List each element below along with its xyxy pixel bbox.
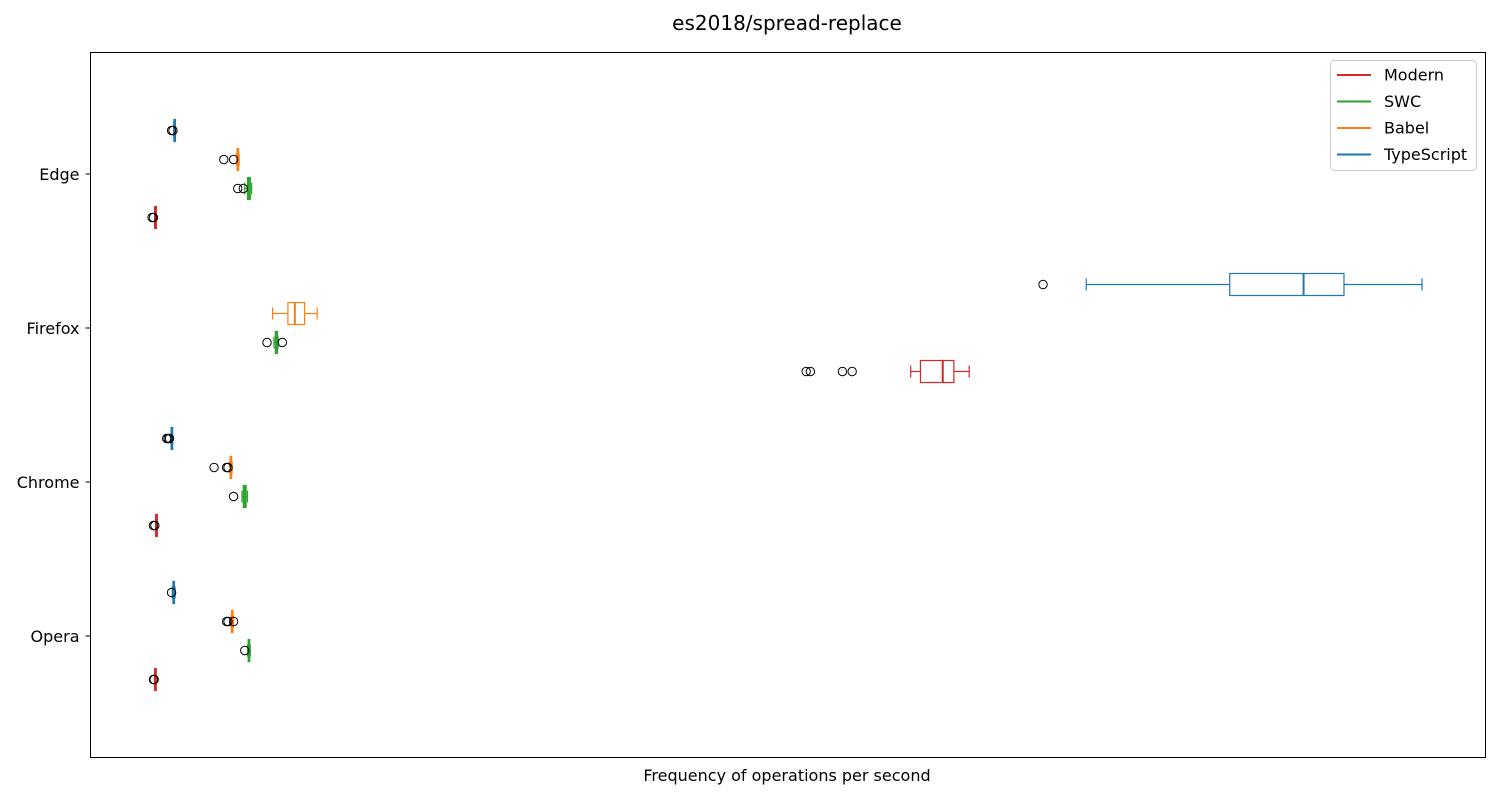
box-babel-opera (221, 609, 239, 634)
legend-label-swc: SWC (1384, 92, 1421, 111)
box-babel-chrome (209, 455, 233, 480)
outlier-point (847, 366, 857, 377)
outlier-point (801, 366, 811, 377)
legend-label-babel: Babel (1384, 119, 1429, 138)
boxes-layer (147, 118, 1423, 692)
legend: Modern SWC Babel TypeScript (1330, 60, 1477, 171)
chart-title: es2018/spread-replace (672, 11, 902, 35)
outlier-point (228, 616, 239, 627)
box-typescript-chrome (162, 426, 175, 451)
y-tick-label: Edge (39, 165, 79, 184)
box-babel-firefox (271, 301, 318, 326)
box-modern-chrome (148, 513, 160, 538)
outlier-point (223, 616, 233, 627)
y-tick-label: Firefox (27, 319, 80, 338)
outlier-point (228, 154, 239, 165)
box-babel-edge (219, 147, 240, 172)
outlier-point (233, 183, 243, 194)
y-axis-ticks: Edge Firefox Chrome Opera (17, 165, 91, 646)
outlier-point (238, 183, 249, 194)
outlier-point (149, 674, 159, 685)
legend-frame (1330, 60, 1477, 171)
legend-label-typescript: TypeScript (1383, 145, 1467, 164)
box-typescript-edge (166, 118, 178, 143)
box-swc-edge (233, 176, 253, 201)
box-iqr (919, 359, 955, 384)
outlier-point (166, 587, 177, 598)
box-swc-opera (240, 638, 251, 663)
outlier-point (1038, 279, 1048, 290)
outlier-point (168, 125, 178, 136)
plot-area (90, 52, 1486, 758)
box-modern-firefox (801, 359, 970, 384)
outlier-point (837, 366, 848, 377)
outlier-point (148, 212, 159, 223)
box-swc-firefox (262, 330, 288, 355)
outlier-point (164, 433, 175, 444)
outlier-point (262, 337, 272, 348)
outlier-point (277, 337, 288, 348)
box-modern-edge (147, 205, 159, 230)
x-axis-label: Frequency of operations per second (643, 766, 930, 785)
outlier-point (228, 491, 239, 502)
outlier-point (805, 366, 816, 377)
outlier-point (209, 462, 219, 473)
y-tick-label: Chrome (17, 473, 80, 492)
box-iqr (1229, 272, 1345, 297)
outlier-point (219, 154, 229, 165)
box-swc-chrome (228, 484, 249, 509)
box-modern-opera (148, 667, 159, 692)
box-iqr (287, 301, 306, 326)
legend-label-modern: Modern (1384, 66, 1444, 85)
box-typescript-opera (166, 580, 177, 605)
outlier-point (150, 520, 160, 531)
y-tick-label: Opera (31, 627, 80, 646)
outlier-point (240, 645, 250, 656)
outlier-point (223, 462, 233, 473)
box-typescript-firefox (1038, 272, 1423, 297)
